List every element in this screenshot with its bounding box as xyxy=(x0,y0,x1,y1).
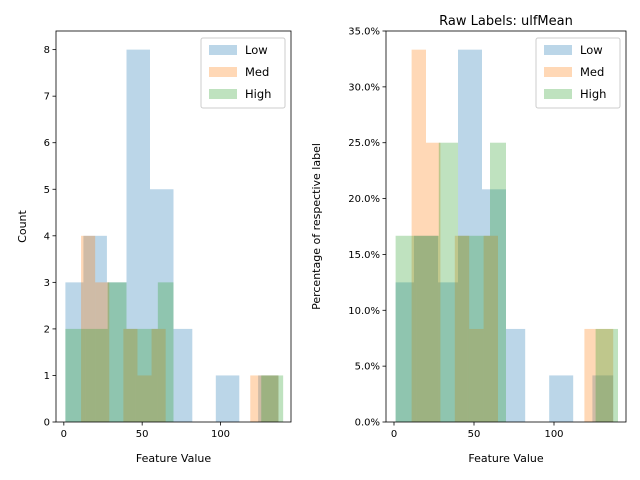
y-tick-label: 4 xyxy=(44,231,50,242)
y-axis-label: Percentage of respective label xyxy=(310,143,323,310)
series-high xyxy=(65,282,284,422)
bar-low-7 xyxy=(215,375,240,422)
bar-high-3 xyxy=(458,235,468,422)
legend-label-low: Low xyxy=(245,43,268,57)
bar-med-0 xyxy=(81,235,96,422)
y-tick-label: 30.0% xyxy=(348,82,380,93)
legend-swatch-high xyxy=(209,89,237,99)
y-tick-label: 5.0% xyxy=(355,362,380,373)
bar-high-4 xyxy=(135,328,158,422)
bar-med-3 xyxy=(123,328,138,422)
y-tick-label: 5 xyxy=(44,185,50,196)
bar-high-0 xyxy=(65,328,86,422)
bar-low-9 xyxy=(592,375,614,422)
bar-high-2 xyxy=(438,142,458,422)
bar-med-12 xyxy=(250,375,265,422)
y-tick-label: 25.0% xyxy=(348,138,380,149)
y-tick-label: 15.0% xyxy=(348,250,380,261)
x-axis-label: Feature Value xyxy=(468,452,544,465)
y-tick-label: 3 xyxy=(44,278,50,289)
x-tick-label: 100 xyxy=(211,429,230,440)
bar-high-0 xyxy=(395,235,417,422)
bar-high-10 xyxy=(595,328,618,422)
series-low xyxy=(395,49,614,422)
y-tick-label: 2 xyxy=(44,324,50,335)
legend-box xyxy=(200,37,286,109)
bar-med-4 xyxy=(469,328,484,422)
bar-low-5 xyxy=(173,328,193,422)
series-med xyxy=(411,49,614,422)
bar-med-5 xyxy=(151,328,166,422)
axes-frame xyxy=(55,30,292,423)
bar-low-1 xyxy=(83,235,107,422)
series-high xyxy=(395,142,618,422)
bar-high-1 xyxy=(85,328,108,422)
bar-low-3 xyxy=(126,49,150,423)
legend-swatch-med xyxy=(544,67,572,77)
bar-med-13 xyxy=(264,375,279,422)
y-tick-label: 35.0% xyxy=(348,27,380,38)
y-tick-label: 1 xyxy=(44,371,50,382)
y-tick-label: 7 xyxy=(44,92,50,103)
bar-low-9 xyxy=(258,375,279,422)
legend-label-high: High xyxy=(245,87,271,101)
chart-title: Raw Labels: ulfMean xyxy=(439,14,573,29)
bar-high-4 xyxy=(467,235,490,422)
y-tick-label: 8 xyxy=(44,45,50,56)
legend: Low Med High xyxy=(535,37,621,109)
legend-label-low: Low xyxy=(580,43,603,57)
x-tick-label: 50 xyxy=(468,429,481,440)
legend-label-med: Med xyxy=(580,65,604,79)
bar-low-7 xyxy=(549,375,574,422)
legend-swatch-high xyxy=(544,89,572,99)
bar-low-0 xyxy=(65,282,84,422)
y-tick-label: 0.0% xyxy=(355,418,380,429)
legend-swatch-low xyxy=(544,45,572,55)
axes-frame xyxy=(385,30,627,423)
bar-low-4 xyxy=(150,189,174,422)
series-low xyxy=(65,49,279,423)
y-tick-label: 6 xyxy=(44,138,50,149)
legend-swatch-med xyxy=(209,67,237,77)
legend-label-high: High xyxy=(580,87,606,101)
bar-low-2 xyxy=(106,282,127,422)
bar-low-4 xyxy=(482,189,506,422)
bar-high-5 xyxy=(157,282,174,422)
bar-low-2 xyxy=(438,282,458,422)
x-axis-label: Feature Value xyxy=(136,452,212,465)
x-tick-label: 0 xyxy=(61,429,67,440)
bar-high-10 xyxy=(261,375,284,422)
bar-med-0 xyxy=(411,49,426,422)
bar-high-3 xyxy=(126,328,136,422)
bar-high-2 xyxy=(107,282,127,422)
y-axis-label: Count xyxy=(16,209,29,242)
bar-high-1 xyxy=(416,235,439,422)
bar-med-1 xyxy=(426,142,441,422)
legend: Low Med High xyxy=(200,37,286,109)
y-tick-label: 10.0% xyxy=(348,306,380,317)
bar-high-5 xyxy=(490,142,506,422)
legend-label-med: Med xyxy=(245,65,269,79)
x-tick-label: 100 xyxy=(544,429,563,440)
bar-med-13 xyxy=(598,328,614,422)
bar-med-4 xyxy=(137,375,152,422)
bar-med-1 xyxy=(95,282,110,422)
series-med xyxy=(81,235,279,422)
bar-low-3 xyxy=(458,49,482,422)
x-tick-label: 50 xyxy=(136,429,149,440)
bar-med-5 xyxy=(483,235,498,422)
bar-med-12 xyxy=(584,328,599,422)
y-tick-label: 20.0% xyxy=(348,194,380,205)
bar-low-1 xyxy=(414,235,438,422)
y-tick-label: 0 xyxy=(44,418,50,429)
legend-box xyxy=(535,37,621,109)
panel-2: 0 50 100 0.0% 5.0% 10.0% 15.0% 20.0% 25.0% 30.0% 3… xyxy=(310,14,627,465)
panel-1: 0 50 100 0 1 2 3 4 5 6 7 8 Feature Value Count Low Med H… xyxy=(16,30,292,465)
legend-swatch-low xyxy=(209,45,237,55)
x-tick-label: 0 xyxy=(391,429,397,440)
bar-low-0 xyxy=(395,282,414,422)
bar-med-3 xyxy=(454,235,470,422)
bar-low-5 xyxy=(506,328,526,422)
